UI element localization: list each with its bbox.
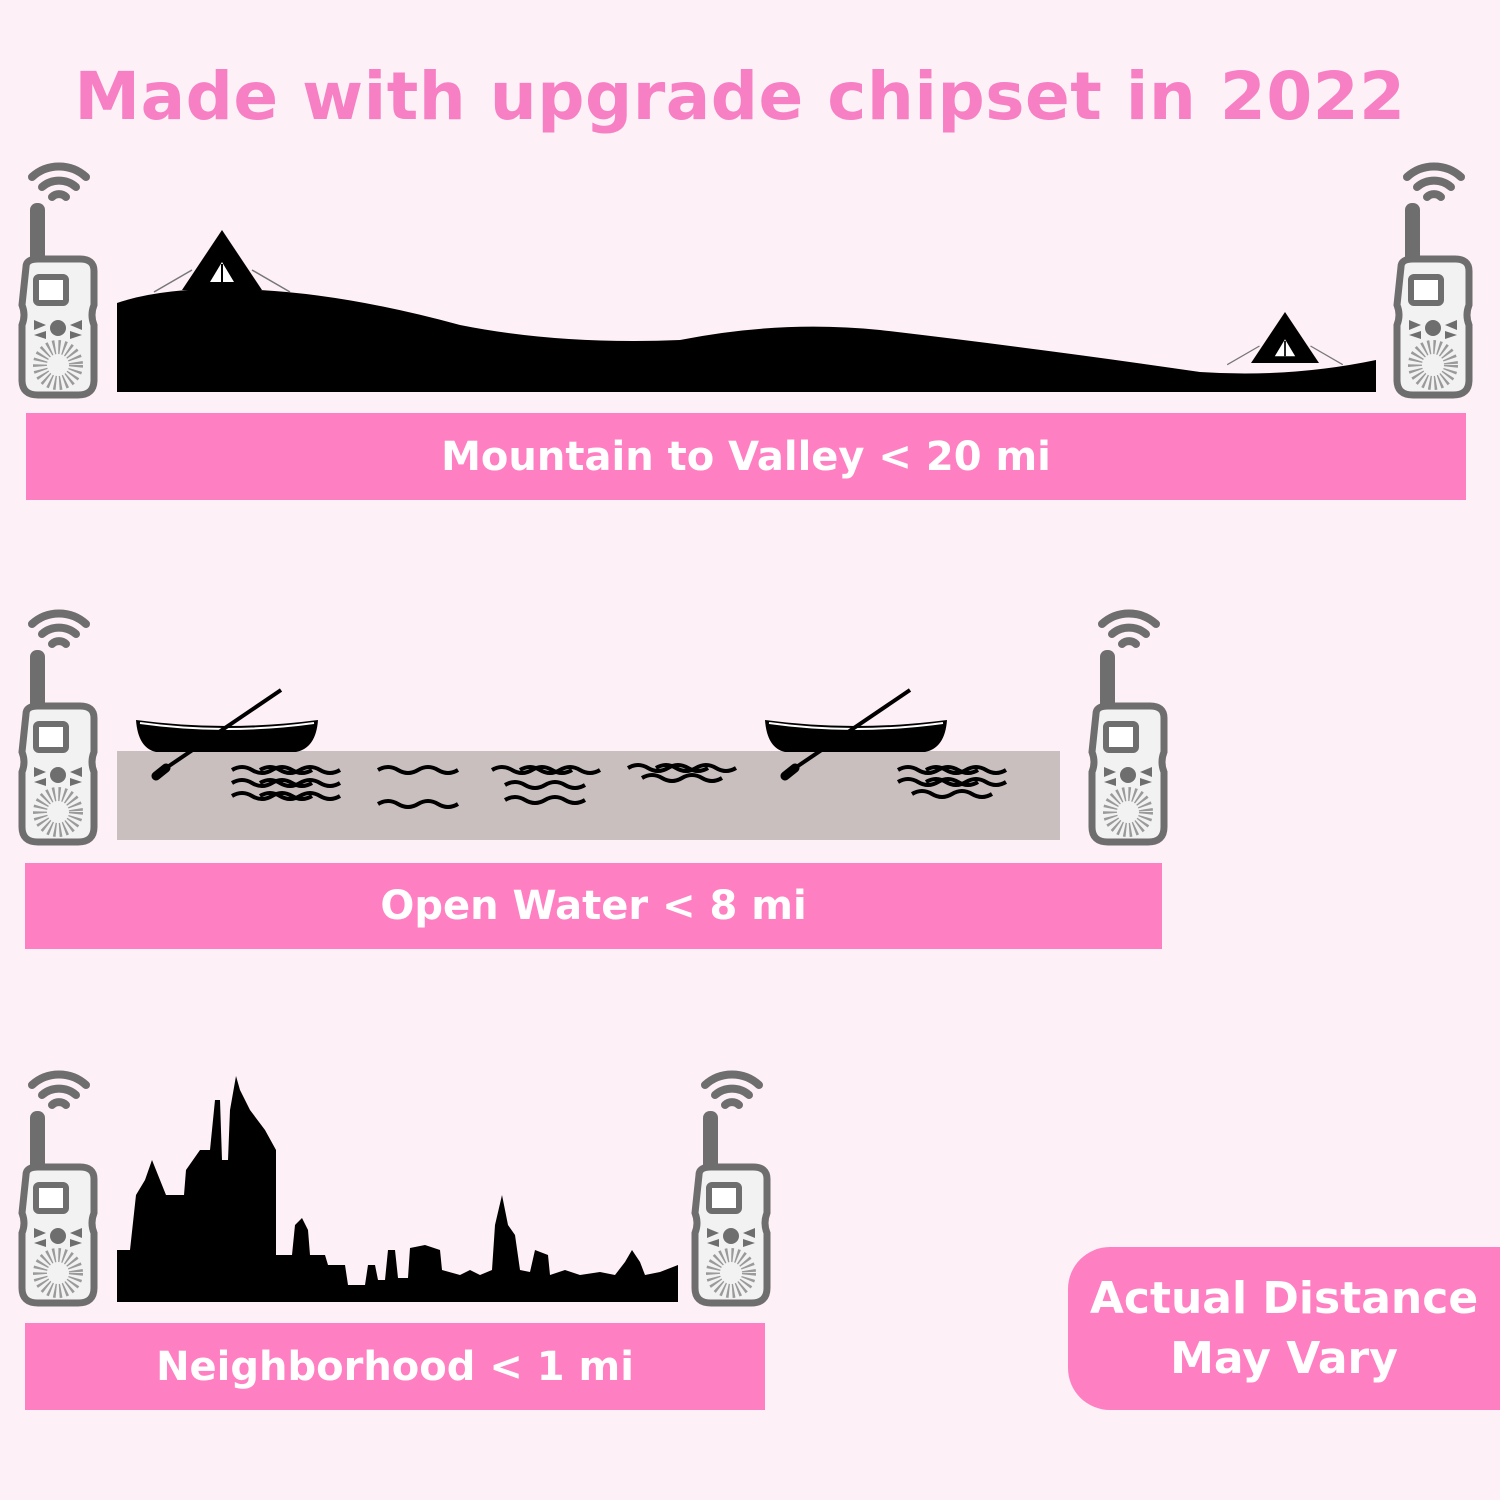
walkie-talkie-icon	[22, 614, 94, 842]
disclaimer-line-2: May Vary	[1170, 1332, 1398, 1384]
disclaimer-line-1: Actual Distance	[1089, 1272, 1479, 1324]
water-area	[117, 751, 1060, 840]
range-banner-water: Open Water < 8 mi	[25, 863, 1162, 949]
tent-icon	[153, 229, 291, 293]
range-banner-mountain: Mountain to Valley < 20 mi	[26, 413, 1466, 500]
city-skyline	[117, 1076, 678, 1302]
walkie-talkie-icon	[695, 1075, 767, 1303]
walkie-talkie-icon	[1397, 167, 1469, 395]
disclaimer-badge: Actual Distance May Vary	[1068, 1247, 1500, 1410]
tent-icon	[1226, 311, 1344, 366]
range-banner-neighborhood: Neighborhood < 1 mi	[25, 1323, 765, 1410]
walkie-talkie-icon	[22, 1075, 94, 1303]
mountain-silhouette	[117, 288, 1376, 392]
walkie-talkie-icon	[22, 167, 94, 395]
walkie-talkie-icon	[1092, 614, 1164, 842]
headline: Made with upgrade chipset in 2022	[74, 58, 1406, 135]
